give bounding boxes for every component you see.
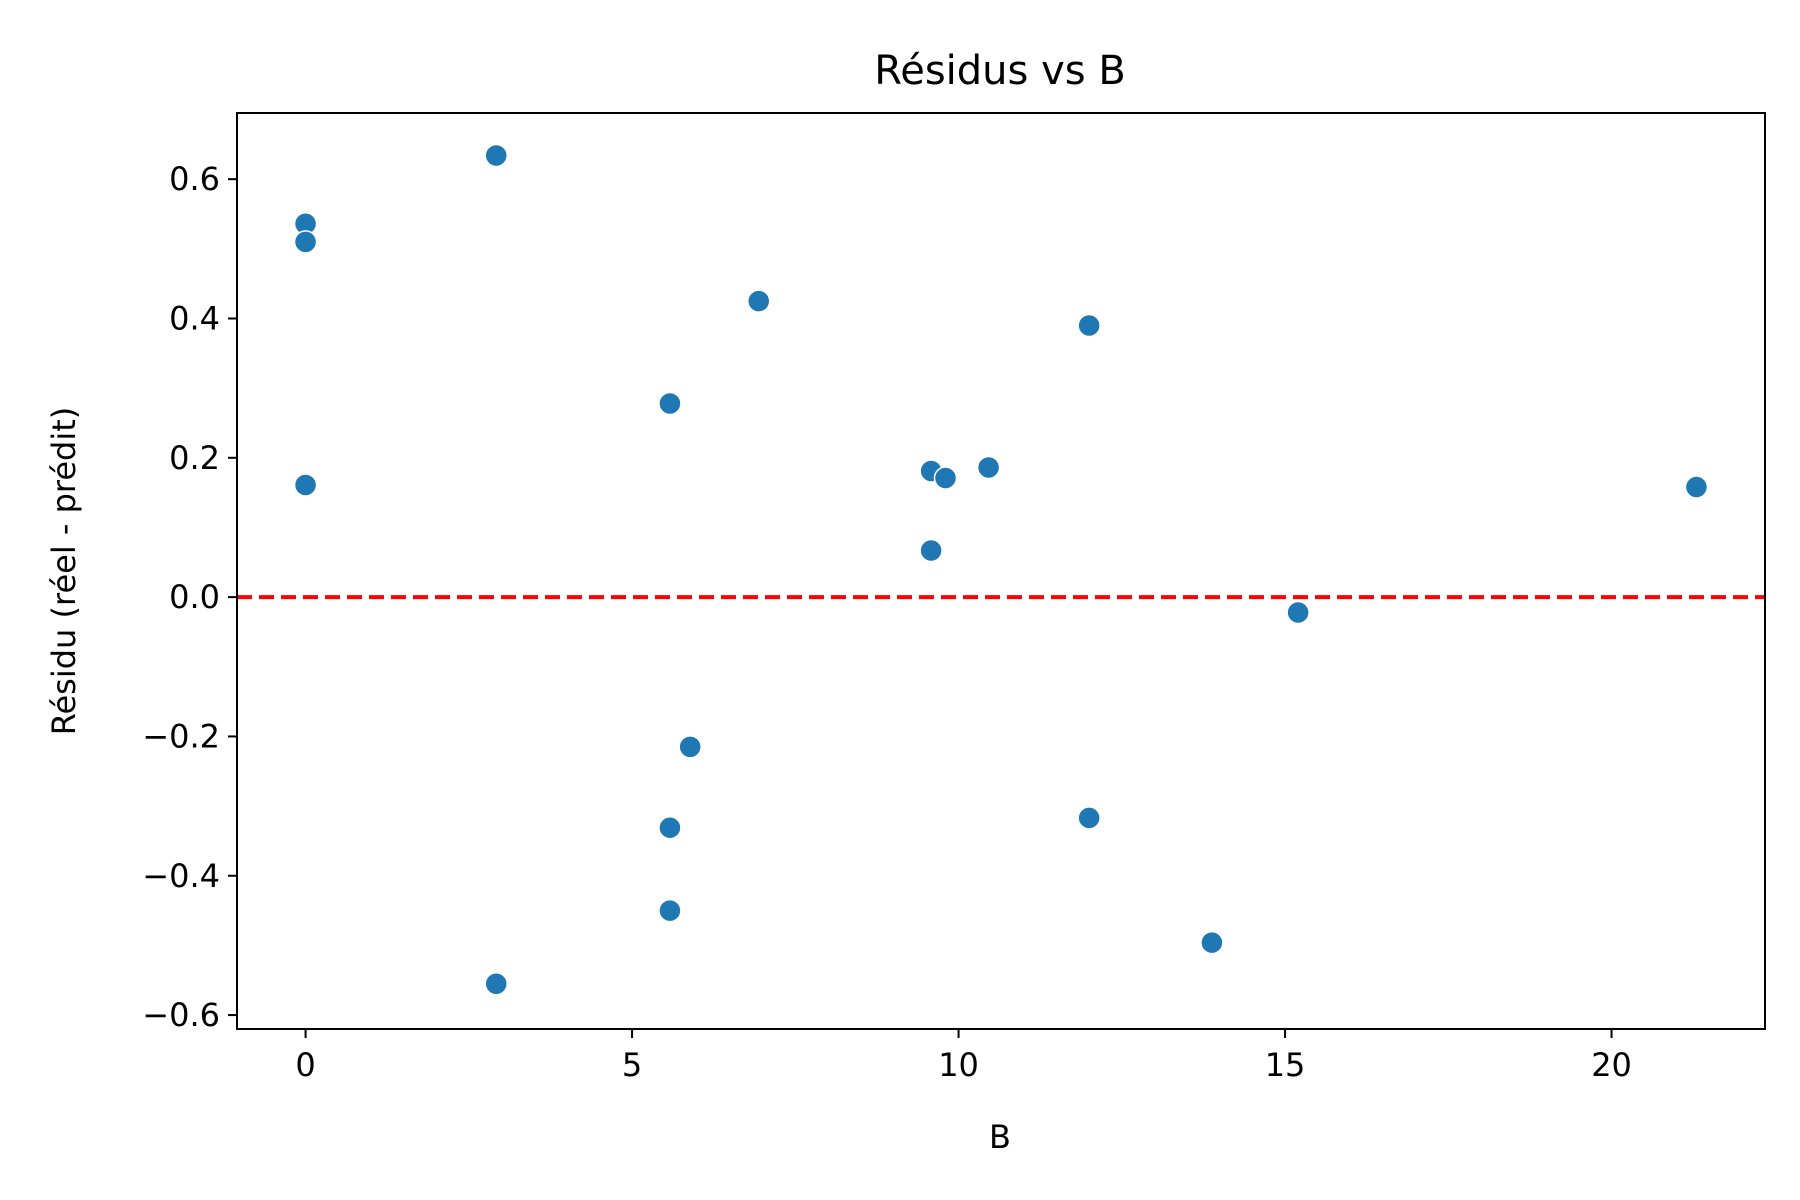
data-point xyxy=(484,971,508,996)
data-point xyxy=(1077,313,1101,338)
data-point xyxy=(1200,930,1224,955)
y-tick-label: 0.6 xyxy=(169,160,220,198)
y-tick-label: 0.2 xyxy=(169,439,220,477)
data-point xyxy=(976,455,1001,480)
y-axis-label: Résidu (réel - prédit) xyxy=(45,407,83,736)
data-point xyxy=(658,898,682,923)
data-point xyxy=(658,815,682,840)
x-axis-label: B xyxy=(989,1118,1011,1156)
data-point xyxy=(484,143,508,168)
x-tick-label: 15 xyxy=(1265,1046,1306,1084)
data-point xyxy=(919,538,943,563)
y-tick-label: −0.4 xyxy=(142,857,220,895)
x-tick-label: 10 xyxy=(938,1046,979,1084)
data-point xyxy=(933,466,958,490)
data-point xyxy=(658,391,682,416)
y-tick-label: 0.4 xyxy=(169,299,220,337)
data-point xyxy=(1286,600,1310,625)
data-point xyxy=(678,735,702,759)
plot-frame xyxy=(236,112,1766,1030)
y-tick-label: −0.6 xyxy=(142,996,220,1034)
x-tick-label: 5 xyxy=(622,1046,642,1084)
x-tick-label: 0 xyxy=(295,1046,315,1084)
x-tick-label: 20 xyxy=(1591,1046,1632,1084)
data-point xyxy=(293,473,318,497)
y-tick-label: 0.0 xyxy=(169,578,220,616)
data-point xyxy=(1077,806,1101,830)
data-point xyxy=(293,230,318,254)
y-tick-label: −0.2 xyxy=(142,717,220,755)
data-point xyxy=(1684,475,1709,499)
data-point xyxy=(746,289,771,313)
chart-title: Résidus vs B xyxy=(874,48,1126,94)
